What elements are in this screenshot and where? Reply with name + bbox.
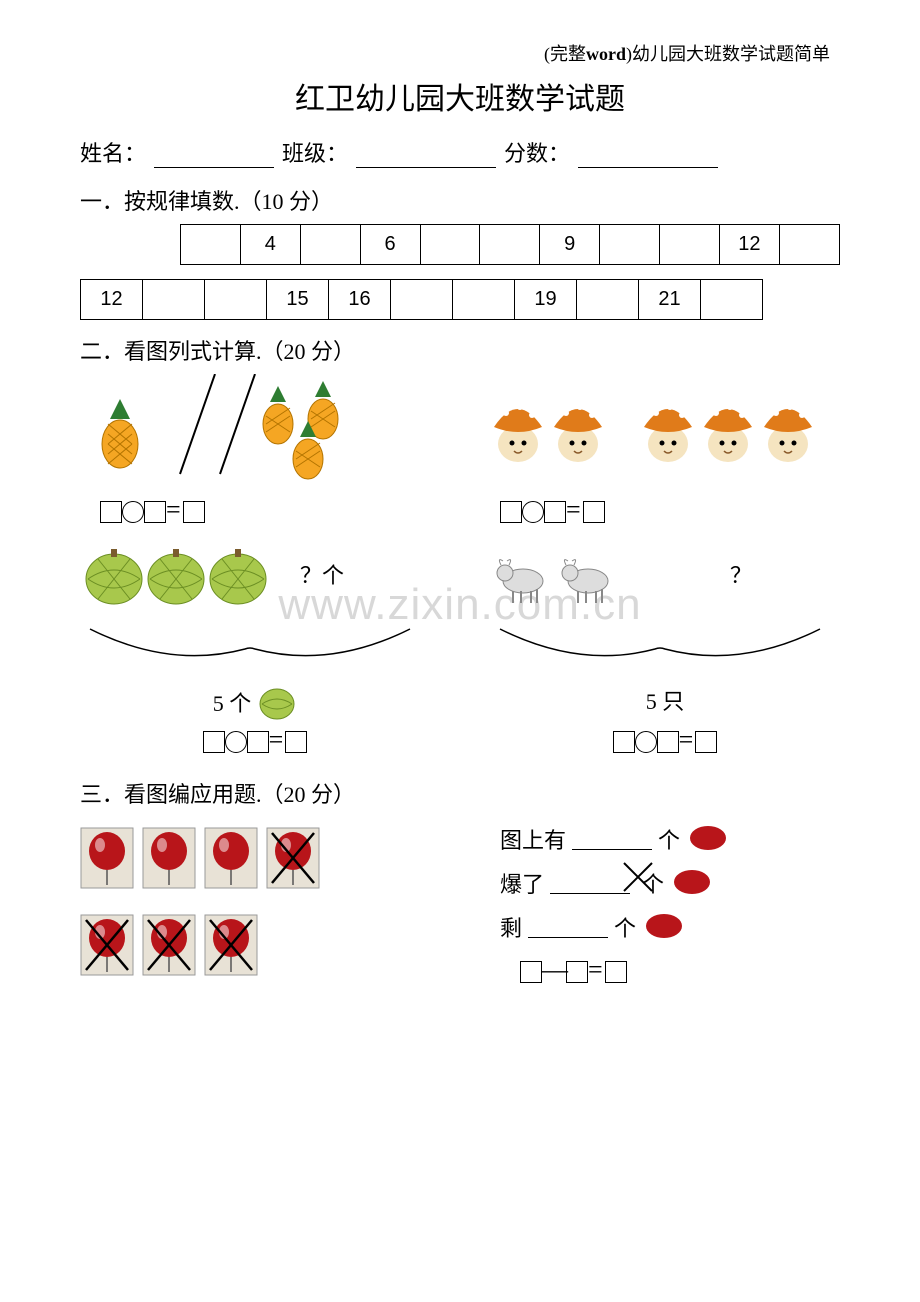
blank-popped[interactable] bbox=[550, 872, 630, 894]
section2-heading: 二．看图列式计算.（20 分） bbox=[80, 334, 840, 366]
number-cell: 9 bbox=[540, 225, 600, 265]
goat-question: ？ bbox=[730, 558, 752, 590]
equation-boxes-5[interactable]: —= bbox=[520, 955, 840, 985]
number-cell: 12 bbox=[719, 225, 780, 265]
number-cell[interactable] bbox=[181, 225, 241, 265]
q2-goat-block: ？ 5 只 = bbox=[490, 535, 840, 765]
melon-illustration bbox=[80, 539, 280, 609]
number-cell[interactable] bbox=[659, 225, 719, 265]
number-cell: 6 bbox=[360, 225, 420, 265]
equation-boxes-2[interactable]: = bbox=[500, 495, 840, 525]
balloon-icon bbox=[204, 827, 258, 889]
number-cell: 4 bbox=[240, 225, 300, 265]
q2-mushroom-block: = bbox=[480, 374, 840, 535]
fill-line-2: 爆了 个 bbox=[500, 867, 840, 899]
melon-question: ？个 bbox=[300, 558, 344, 590]
q2-pineapple-block: = bbox=[80, 374, 420, 535]
q2-melon-block: ？个 5 个 = bbox=[80, 535, 430, 765]
class-blank[interactable] bbox=[356, 146, 496, 168]
balloon-icon bbox=[80, 827, 134, 889]
goat-illustration bbox=[490, 539, 650, 609]
balloon-images-block bbox=[80, 817, 420, 1001]
section1-heading: 一．按规律填数.（10 分） bbox=[80, 184, 840, 216]
balloon-icon bbox=[142, 914, 196, 976]
number-cell[interactable] bbox=[143, 280, 205, 320]
balloon-small-icon bbox=[642, 912, 686, 942]
melon-total: 5 个 bbox=[80, 684, 430, 720]
number-cell[interactable] bbox=[453, 280, 515, 320]
equation-boxes-1[interactable]: = bbox=[100, 495, 420, 525]
equation-boxes-3[interactable]: = bbox=[80, 725, 430, 755]
brace-1 bbox=[80, 609, 420, 679]
name-blank[interactable] bbox=[154, 146, 274, 168]
number-cell[interactable] bbox=[600, 225, 660, 265]
number-cell[interactable] bbox=[701, 280, 763, 320]
fill-line-1: 图上有 个 bbox=[500, 823, 840, 855]
student-info-line: 姓名： 班级： 分数： bbox=[80, 136, 840, 168]
number-cell[interactable] bbox=[577, 280, 639, 320]
number-cell[interactable] bbox=[420, 225, 480, 265]
number-cell[interactable] bbox=[480, 225, 540, 265]
balloon-small-icon bbox=[686, 824, 730, 854]
header-note: (完整word)幼儿园大班数学试题简单 bbox=[80, 40, 840, 66]
mushroom-illustration bbox=[480, 374, 840, 484]
number-cell[interactable] bbox=[300, 225, 360, 265]
number-cell: 12 bbox=[81, 280, 143, 320]
balloon-fill-block: 图上有 个 爆了 个 剩 个 —= bbox=[480, 817, 840, 1001]
blank-left[interactable] bbox=[528, 916, 608, 938]
score-blank[interactable] bbox=[578, 146, 718, 168]
number-table-1: 4 6 9 12 bbox=[180, 224, 840, 265]
melon-small-icon bbox=[257, 684, 297, 720]
section3-heading: 三．看图编应用题.（20 分） bbox=[80, 777, 840, 809]
brace-2 bbox=[490, 609, 830, 679]
number-cell: 21 bbox=[639, 280, 701, 320]
number-cell[interactable] bbox=[780, 225, 840, 265]
number-table-2: 12 1516 19 21 bbox=[80, 279, 763, 320]
balloon-row-2 bbox=[80, 914, 420, 981]
balloon-row-1 bbox=[80, 827, 420, 894]
name-label: 姓名： bbox=[80, 136, 146, 168]
number-cell: 16 bbox=[329, 280, 391, 320]
equation-boxes-4[interactable]: = bbox=[490, 725, 840, 755]
score-label: 分数： bbox=[504, 136, 570, 168]
page-title: 红卫幼儿园大班数学试题 bbox=[80, 74, 840, 118]
balloon-icon bbox=[266, 827, 320, 889]
balloon-small-icon bbox=[670, 868, 714, 898]
balloon-icon bbox=[142, 827, 196, 889]
number-cell[interactable] bbox=[205, 280, 267, 320]
number-cell: 19 bbox=[515, 280, 577, 320]
goat-total: 5 只 bbox=[490, 684, 840, 716]
fill-line-3: 剩 个 bbox=[500, 911, 840, 943]
number-cell[interactable] bbox=[391, 280, 453, 320]
blank-total[interactable] bbox=[572, 828, 652, 850]
class-label: 班级： bbox=[282, 136, 348, 168]
balloon-icon bbox=[204, 914, 258, 976]
cross-icon bbox=[620, 859, 656, 895]
number-cell: 15 bbox=[267, 280, 329, 320]
balloon-icon bbox=[80, 914, 134, 976]
pineapple-illustration bbox=[80, 374, 410, 484]
